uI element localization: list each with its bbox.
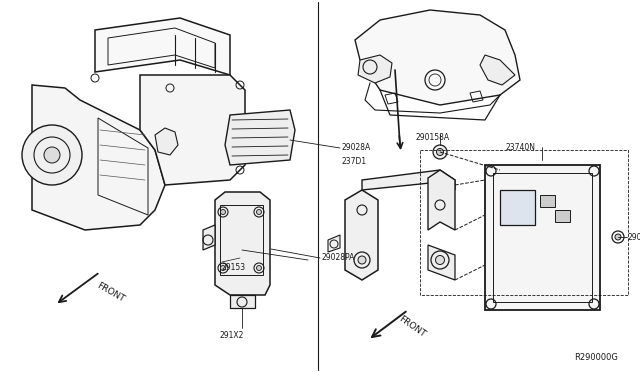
Polygon shape bbox=[32, 85, 165, 230]
Polygon shape bbox=[140, 75, 245, 185]
Polygon shape bbox=[500, 190, 535, 225]
Text: 290158A: 290158A bbox=[415, 132, 449, 141]
Circle shape bbox=[615, 234, 621, 240]
Text: 29153: 29153 bbox=[222, 263, 246, 273]
Polygon shape bbox=[358, 55, 392, 83]
Polygon shape bbox=[215, 192, 270, 295]
Text: 291X2: 291X2 bbox=[220, 330, 244, 340]
Circle shape bbox=[44, 147, 60, 163]
Text: 29028A: 29028A bbox=[342, 144, 371, 153]
Circle shape bbox=[221, 266, 225, 270]
Text: 23740N: 23740N bbox=[505, 142, 535, 151]
Polygon shape bbox=[203, 225, 215, 250]
Circle shape bbox=[433, 145, 447, 159]
Polygon shape bbox=[485, 165, 600, 310]
Polygon shape bbox=[480, 55, 515, 85]
Circle shape bbox=[257, 266, 262, 270]
Text: 29015B: 29015B bbox=[628, 232, 640, 241]
Circle shape bbox=[358, 256, 366, 264]
Circle shape bbox=[436, 148, 444, 155]
Circle shape bbox=[22, 125, 82, 185]
Polygon shape bbox=[230, 295, 255, 308]
Polygon shape bbox=[428, 245, 455, 280]
Text: FRONT: FRONT bbox=[397, 314, 428, 339]
Text: 237D1: 237D1 bbox=[342, 157, 367, 167]
Text: 29028PA: 29028PA bbox=[322, 253, 355, 263]
Polygon shape bbox=[328, 235, 340, 252]
Polygon shape bbox=[362, 170, 455, 190]
Polygon shape bbox=[225, 110, 295, 165]
Polygon shape bbox=[345, 190, 378, 280]
Text: R290000G: R290000G bbox=[574, 353, 618, 362]
Circle shape bbox=[435, 256, 445, 264]
Circle shape bbox=[257, 209, 262, 215]
Polygon shape bbox=[355, 10, 520, 105]
Polygon shape bbox=[95, 18, 230, 75]
Polygon shape bbox=[555, 210, 570, 222]
Polygon shape bbox=[540, 195, 555, 207]
Circle shape bbox=[221, 209, 225, 215]
Polygon shape bbox=[428, 170, 455, 230]
Polygon shape bbox=[155, 128, 178, 155]
Text: FRONT: FRONT bbox=[95, 281, 125, 304]
